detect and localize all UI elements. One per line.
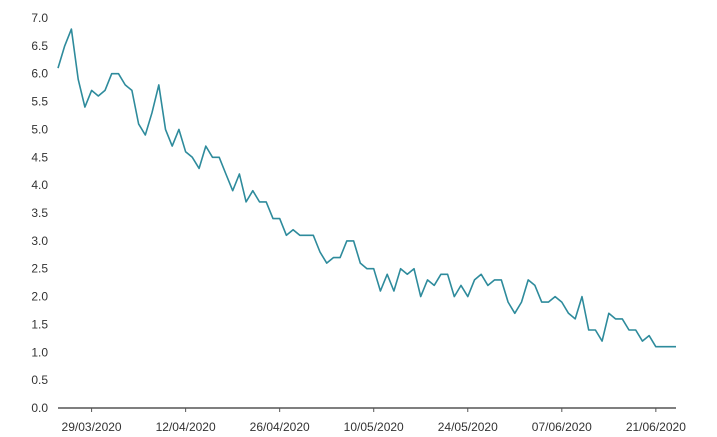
y-tick-label: 3.0 bbox=[31, 234, 48, 248]
x-tick-label: 24/05/2020 bbox=[438, 420, 498, 434]
y-tick-label: 4.0 bbox=[31, 178, 48, 192]
y-tick-label: 6.0 bbox=[31, 67, 48, 81]
x-tick-label: 26/04/2020 bbox=[250, 420, 310, 434]
y-axis: 0.0 0.5 1.0 1.5 2.0 2.5 3.0 3.5 4.0 4.5 5.0 5.5 6.0 6… bbox=[31, 11, 48, 415]
x-axis: 29/03/2020 12/04/2020 26/04/2020 10/05/2020… bbox=[62, 408, 686, 434]
y-tick-label: 5.0 bbox=[31, 122, 48, 136]
y-tick-label: 1.5 bbox=[31, 317, 48, 331]
x-tick-label: 21/06/2020 bbox=[626, 420, 686, 434]
x-tick-label: 07/06/2020 bbox=[532, 420, 592, 434]
y-tick-label: 0.0 bbox=[31, 401, 48, 415]
x-tick-label: 10/05/2020 bbox=[344, 420, 404, 434]
y-tick-label: 3.5 bbox=[31, 206, 48, 220]
y-tick-label: 7.0 bbox=[31, 11, 48, 25]
y-tick-label: 2.5 bbox=[31, 262, 48, 276]
x-tick-label: 29/03/2020 bbox=[62, 420, 122, 434]
x-tick-label: 12/04/2020 bbox=[156, 420, 216, 434]
y-tick-label: 0.5 bbox=[31, 373, 48, 387]
series-line bbox=[57, 28, 676, 348]
y-tick-label: 2.0 bbox=[31, 290, 48, 304]
y-tick-label: 1.0 bbox=[31, 345, 48, 359]
y-tick-label: 5.5 bbox=[31, 95, 48, 109]
y-tick-label: 4.5 bbox=[31, 150, 48, 164]
y-tick-label: 6.5 bbox=[31, 39, 48, 53]
